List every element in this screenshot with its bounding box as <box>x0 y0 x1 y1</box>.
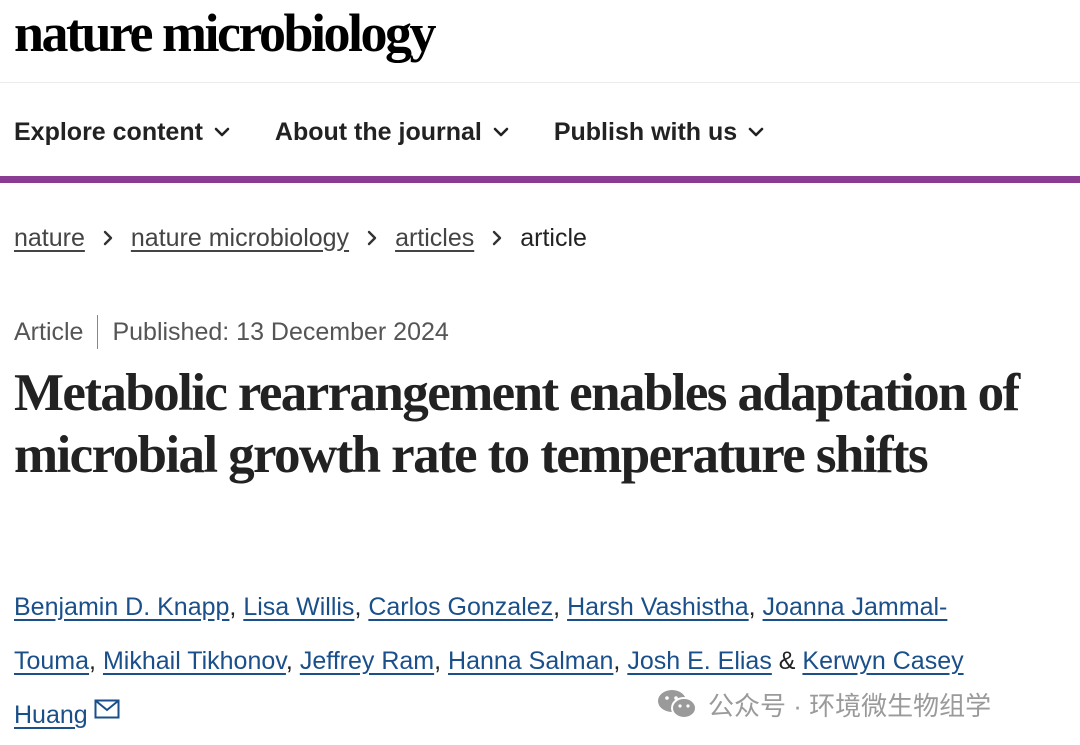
main-nav: Explore content About the journal Publis… <box>14 108 809 156</box>
author-link[interactable]: Mikhail Tikhonov <box>102 647 286 675</box>
nav-item-label: About the journal <box>274 117 482 146</box>
breadcrumb: nature nature microbiology articles arti… <box>14 218 587 258</box>
author-separator: , <box>229 593 244 621</box>
chevron-down-icon <box>214 127 230 137</box>
watermark: 公众号 · 环境微生物组学 <box>656 684 991 724</box>
breadcrumb-articles[interactable]: articles <box>395 223 475 252</box>
nav-item-label: Explore content <box>14 117 203 146</box>
author-list: Benjamin D. Knapp, Lisa Willis, Carlos G… <box>14 580 1024 742</box>
watermark-text: 公众号 · 环境微生物组学 <box>708 690 992 721</box>
article-title: Metabolic rearrangement enables adaptati… <box>14 364 1020 484</box>
author-separator: , <box>354 593 369 621</box>
author-separator: & <box>771 647 803 675</box>
envelope-icon[interactable] <box>94 699 120 719</box>
accent-bar <box>0 176 1080 183</box>
published-date: Published: 13 December 2024 <box>112 318 449 346</box>
author-separator: , <box>285 647 300 675</box>
chevron-down-icon <box>493 127 509 137</box>
author-link[interactable]: Lisa Willis <box>243 593 355 621</box>
chevron-right-icon <box>493 230 502 246</box>
author-link[interactable]: Harsh Vashistha <box>567 593 749 621</box>
author-separator: , <box>748 593 763 621</box>
masthead: nature microbiology <box>14 2 437 64</box>
nav-publish-with-us[interactable]: Publish with us <box>554 118 765 147</box>
chevron-right-icon <box>103 230 113 246</box>
journal-logo[interactable]: nature microbiology <box>14 3 437 63</box>
author-link[interactable]: Joanna Jammal-Touma <box>14 593 948 675</box>
breadcrumb-nature[interactable]: nature <box>14 223 85 252</box>
author-separator: , <box>434 647 449 675</box>
breadcrumb-nature-microbiology[interactable]: nature microbiology <box>130 223 350 252</box>
author-link[interactable]: Carlos Gonzalez <box>368 593 554 621</box>
chevron-down-icon <box>748 127 764 137</box>
header-divider <box>0 82 1080 83</box>
author-link[interactable]: Benjamin D. Knapp <box>14 593 230 621</box>
chevron-right-icon <box>367 230 377 246</box>
article-meta: Article Published: 13 December 2024 <box>14 314 449 350</box>
nav-about-the-journal[interactable]: About the journal <box>275 118 510 147</box>
author-separator: , <box>613 647 628 675</box>
article-type: Article <box>14 315 99 349</box>
author-link[interactable]: Jeffrey Ram <box>299 647 435 675</box>
breadcrumb-current: article <box>520 223 587 252</box>
nav-item-label: Publish with us <box>553 117 738 146</box>
author-link[interactable]: Josh E. Elias <box>627 647 772 675</box>
author-separator: , <box>89 647 103 675</box>
author-separator: , <box>553 593 568 621</box>
author-link[interactable]: Kerwyn Casey Huang <box>14 647 964 729</box>
author-link[interactable]: Hanna Salman <box>448 647 614 675</box>
wechat-icon <box>658 690 697 719</box>
nav-explore-content[interactable]: Explore content <box>14 118 231 147</box>
